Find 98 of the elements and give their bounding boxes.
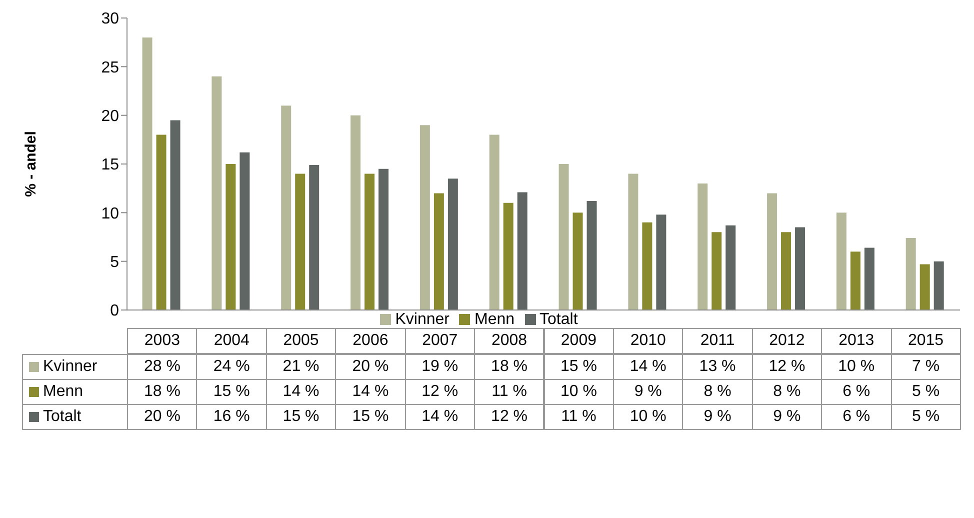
data-label: 14 % [612,354,684,380]
data-label: 20 % [335,354,406,380]
bar [489,134,500,310]
x-tick-label: 2008 [474,328,544,354]
data-label: 12 % [404,379,476,405]
data-label: 24 % [196,354,267,380]
bar [309,164,320,310]
bar [934,261,944,310]
data-label: 15 % [266,404,336,430]
bar [170,120,180,310]
bar [628,174,638,310]
bar [281,106,292,310]
data-label: 11 % [474,379,544,405]
bar [767,193,778,310]
data-label: 13 % [682,354,753,380]
legend-label: Totalt [540,311,578,328]
x-tick-label: 2015 [890,328,961,354]
data-label: 8 % [752,379,822,405]
data-label: 15 % [196,379,267,405]
text: Totalt [43,408,82,425]
y-tick-label: 5 [110,254,120,272]
y-tick-label: 25 [101,59,120,76]
x-tick-label: 2012 [752,328,822,354]
bar [698,183,708,310]
data-label: 21 % [266,354,336,380]
bar [712,232,722,310]
bar [448,178,458,310]
bar [781,232,792,310]
x-tick-label: 2006 [335,328,406,354]
y-tick-label: 30 [101,10,120,28]
data-label: 7 % [890,354,961,380]
text: Menn [43,383,84,400]
data-label: 15 % [544,354,614,380]
legend-label: Kvinner [395,311,450,328]
data-label: 9 % [682,404,753,430]
data-label: 6 % [821,404,892,430]
data-label: 11 % [544,404,614,430]
x-tick-label: 2011 [682,328,753,354]
x-tick-label: 2013 [821,328,892,354]
y-tick-label: 15 [101,156,120,174]
bar [906,238,916,310]
data-label: 18 % [127,379,198,405]
data-label: 15 % [335,404,406,430]
text: Kvinner [43,358,98,375]
data-label: 14 % [335,379,406,405]
data-label: 14 % [266,379,336,405]
bar [572,212,583,310]
x-tick-label: 2005 [266,328,336,354]
data-label: 5 % [890,379,961,405]
data-label: 10 % [821,354,892,380]
bar [656,214,666,310]
x-tick-label: 2004 [196,328,267,354]
bar [586,200,597,310]
data-label: 9 % [752,404,822,430]
data-label: 16 % [196,404,267,430]
bar [642,222,652,310]
data-label: 18 % [474,354,544,380]
bar [836,212,846,310]
bar [295,174,306,310]
data-label: 5 % [890,404,961,430]
data-label: 12 % [752,354,822,380]
data-label: 9 % [612,379,684,405]
bar [850,252,860,310]
bar [420,125,430,310]
y-axis-title: % - andel [22,131,40,197]
bar [726,225,736,310]
bar [503,202,514,310]
y-tick-label: 20 [101,108,120,126]
y-tick-label: 0 [110,302,120,320]
legend-label: Menn [474,311,515,328]
x-tick-label: 2007 [404,328,476,354]
y-tick-label: 10 [101,205,120,222]
bar [156,134,166,310]
x-tick-label: 2010 [612,328,684,354]
data-label: 10 % [612,404,684,430]
bar [378,168,389,310]
data-label: 28 % [127,354,198,380]
data-label: 10 % [544,379,614,405]
bar [142,37,152,310]
data-label: 12 % [474,404,544,430]
bar [226,164,236,310]
bar [240,152,250,310]
bar [920,264,930,310]
data-label: 6 % [821,379,892,405]
data-label: 8 % [682,379,753,405]
bar [795,227,806,310]
bar [558,164,569,310]
bar [350,115,361,310]
data-label: 19 % [404,354,476,380]
x-tick-label: 2003 [127,328,198,354]
data-label: 20 % [127,404,198,430]
bar [864,248,874,310]
bar [434,193,444,310]
data-label: 14 % [404,404,476,430]
x-tick-label: 2009 [544,328,614,354]
bar [364,174,375,310]
bar [212,76,222,310]
bar [517,192,528,310]
